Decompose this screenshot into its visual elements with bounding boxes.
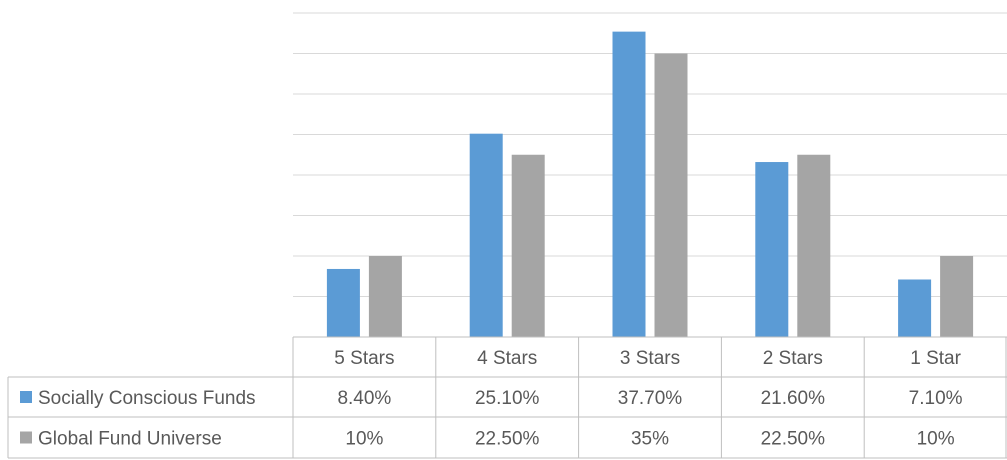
bar <box>368 256 402 337</box>
bar <box>654 53 688 337</box>
data-label: 22.50% <box>761 429 826 450</box>
gridlines <box>293 12 1007 297</box>
bar <box>898 279 932 337</box>
bars <box>326 31 974 337</box>
data-label: 22.50% <box>475 429 540 450</box>
data-label: 37.70% <box>618 388 683 409</box>
bar <box>940 256 974 337</box>
data-label: 21.60% <box>761 388 826 409</box>
bar <box>469 133 503 337</box>
bar <box>612 31 646 337</box>
data-label: 35% <box>631 429 669 450</box>
bar <box>755 162 789 337</box>
data-label: 10% <box>345 429 383 450</box>
category-label: 1 Star <box>910 348 961 369</box>
category-label: 4 Stars <box>477 348 537 369</box>
data-table: 5 Stars 4 Stars 3 Stars 2 Stars 1 Star Social… <box>7 336 1007 459</box>
data-label: 7.10% <box>909 388 963 409</box>
bar <box>511 154 545 337</box>
category-label: 5 Stars <box>334 348 394 369</box>
bar <box>797 154 831 337</box>
data-label: 25.10% <box>475 388 540 409</box>
data-label: 8.40% <box>337 388 391 409</box>
legend-series-name: Global Fund Universe <box>38 429 222 450</box>
category-label: 2 Stars <box>763 348 823 369</box>
legend-key <box>20 431 32 444</box>
category-label: 3 Stars <box>620 348 680 369</box>
legend-series-name: Socially Conscious Funds <box>38 388 256 409</box>
bar <box>326 268 360 337</box>
data-label: 10% <box>917 429 955 450</box>
legend-key <box>20 391 32 403</box>
